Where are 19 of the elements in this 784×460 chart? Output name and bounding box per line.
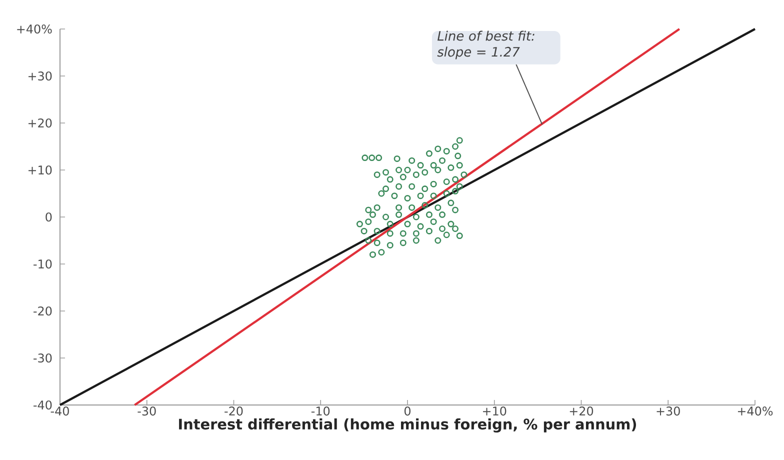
x-tick-label: -30	[138, 406, 156, 416]
x-tick-label: 0	[404, 406, 411, 416]
y-tick-label: +20	[28, 118, 52, 128]
x-tick-label: +40%	[738, 406, 773, 416]
y-tick-label: +40%	[17, 24, 52, 34]
y-tick-label: +10	[28, 165, 52, 175]
y-tick-label: -10	[34, 259, 52, 269]
x-tick-label: +10	[483, 406, 506, 416]
y-tick-label: 0	[46, 212, 52, 222]
x-tick-label: -10	[311, 406, 330, 416]
x-axis-title: Interest differential (home minus foreign, % per annum)	[179, 418, 636, 433]
y-tick-label: +30	[28, 71, 52, 81]
x-tick-label: +30	[656, 406, 680, 416]
x-tick-label: -40	[50, 406, 69, 416]
x-tick-label: +20	[570, 406, 594, 416]
annotation: Line of best fit: slope = 1.27	[437, 30, 534, 60]
y-tick-label: -30	[34, 353, 52, 363]
x-tick-label: -20	[224, 406, 243, 416]
y-tick-label: -20	[34, 306, 52, 316]
